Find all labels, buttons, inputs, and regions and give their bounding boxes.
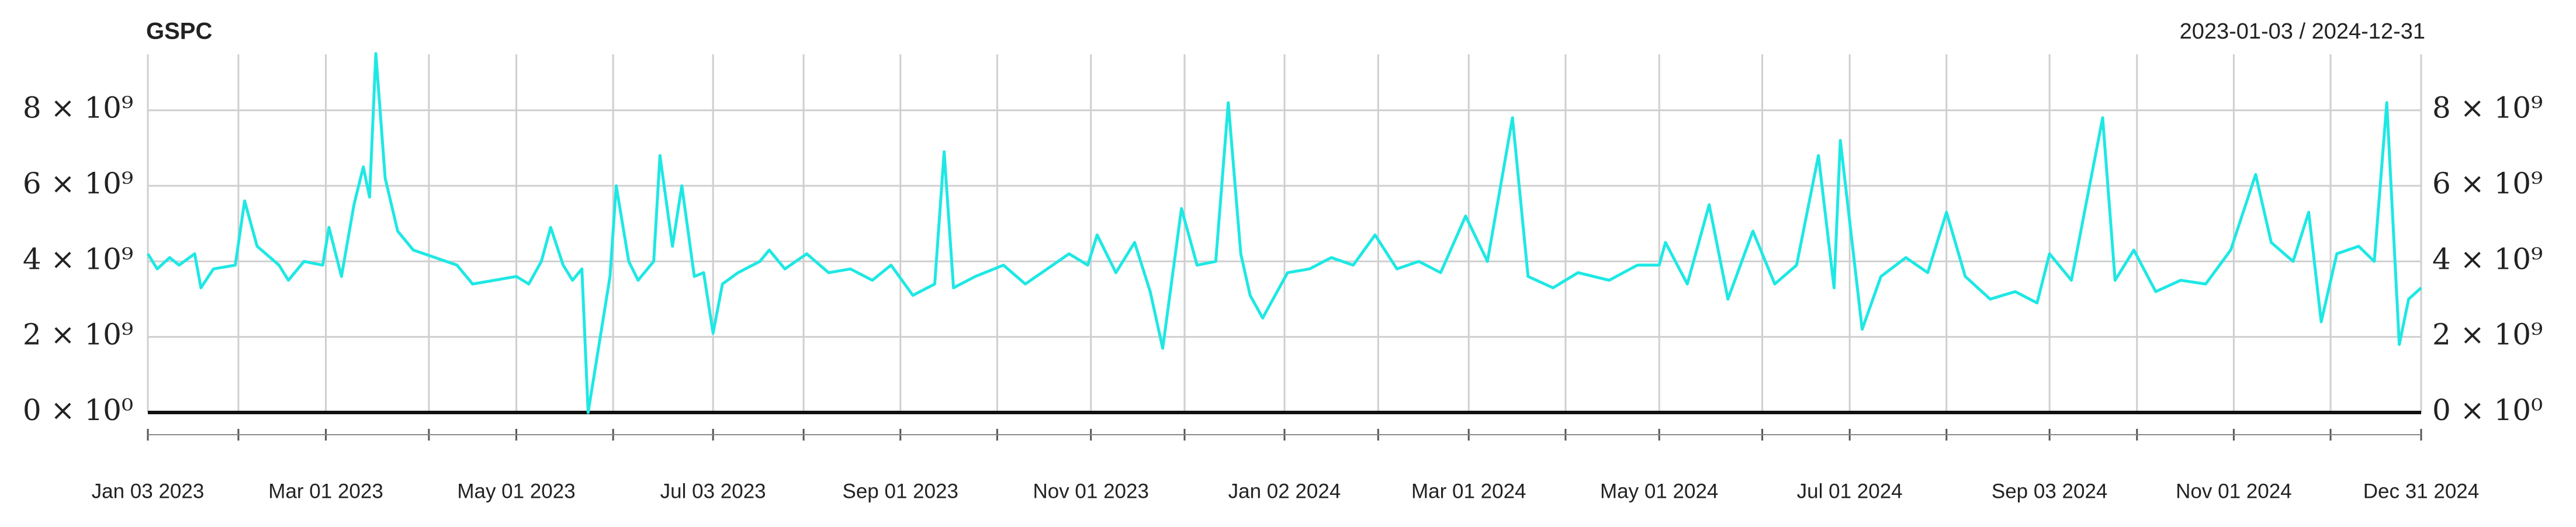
y-tick-label: 6 × 10⁹ xyxy=(23,167,133,200)
chart-title: GSPC xyxy=(146,19,212,44)
x-tick-label: Jan 02 2024 xyxy=(1228,480,1341,502)
x-tick-label: Jul 03 2023 xyxy=(660,480,766,502)
line-series xyxy=(146,52,2422,414)
x-tick-label: May 01 2024 xyxy=(1600,480,1718,502)
x-tick-label: Jan 03 2023 xyxy=(92,480,205,502)
x-tick-label: Nov 01 2024 xyxy=(2176,480,2291,502)
x-tick-label: Nov 01 2023 xyxy=(1033,480,1148,502)
y-tick-label: 8 × 10⁹ xyxy=(23,91,133,125)
x-tick-label: Sep 01 2023 xyxy=(843,480,959,502)
y-tick-label-right: 4 × 10⁹ xyxy=(2432,242,2543,276)
y-tick-label: 4 × 10⁹ xyxy=(23,242,133,276)
x-tick-label: Mar 01 2024 xyxy=(1411,480,1526,502)
x-tick-label: May 01 2023 xyxy=(457,480,575,502)
x-tick-label: Dec 31 2024 xyxy=(2363,480,2479,502)
x-tick-label: Sep 03 2024 xyxy=(1992,480,2108,502)
y-tick-label: 2 × 10⁹ xyxy=(23,318,133,352)
x-tick-label: Mar 01 2023 xyxy=(268,480,383,502)
x-tick-label: Jul 01 2024 xyxy=(1797,480,1903,502)
y-tick-label-right: 2 × 10⁹ xyxy=(2432,318,2543,352)
chart-subtitle: 2023-01-03 / 2024-12-31 xyxy=(2180,19,2425,44)
y-tick-label: 0 × 10⁰ xyxy=(23,393,133,427)
y-tick-label-right: 6 × 10⁹ xyxy=(2432,167,2543,200)
y-tick-label-right: 0 × 10⁰ xyxy=(2432,393,2543,427)
y-tick-label-right: 8 × 10⁹ xyxy=(2432,91,2543,125)
